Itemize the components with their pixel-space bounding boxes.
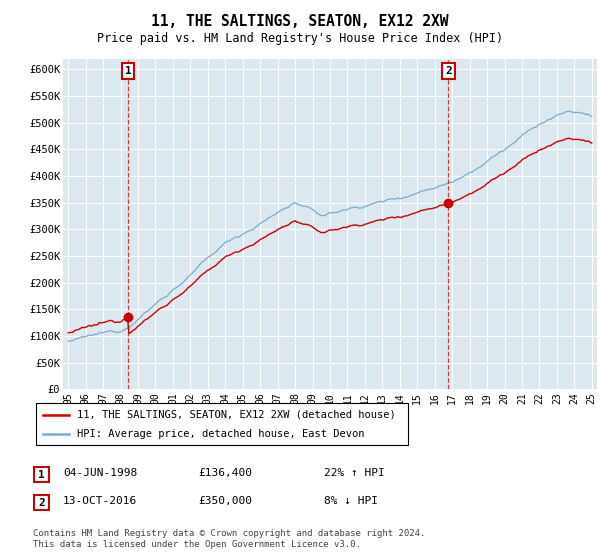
Text: 22% ↑ HPI: 22% ↑ HPI [324,468,385,478]
Text: 2: 2 [445,66,452,76]
Text: 1: 1 [38,470,45,480]
Text: 04-JUN-1998: 04-JUN-1998 [63,468,137,478]
Text: 11, THE SALTINGS, SEATON, EX12 2XW: 11, THE SALTINGS, SEATON, EX12 2XW [151,14,449,29]
Text: Price paid vs. HM Land Registry's House Price Index (HPI): Price paid vs. HM Land Registry's House … [97,32,503,45]
Text: Contains HM Land Registry data © Crown copyright and database right 2024.
This d: Contains HM Land Registry data © Crown c… [33,529,425,549]
Text: £136,400: £136,400 [198,468,252,478]
Text: 11, THE SALTINGS, SEATON, EX12 2XW (detached house): 11, THE SALTINGS, SEATON, EX12 2XW (deta… [77,409,395,419]
Text: 2: 2 [38,498,45,508]
Text: 13-OCT-2016: 13-OCT-2016 [63,496,137,506]
Text: £350,000: £350,000 [198,496,252,506]
Text: HPI: Average price, detached house, East Devon: HPI: Average price, detached house, East… [77,429,364,439]
Text: 8% ↓ HPI: 8% ↓ HPI [324,496,378,506]
Text: 1: 1 [125,66,131,76]
